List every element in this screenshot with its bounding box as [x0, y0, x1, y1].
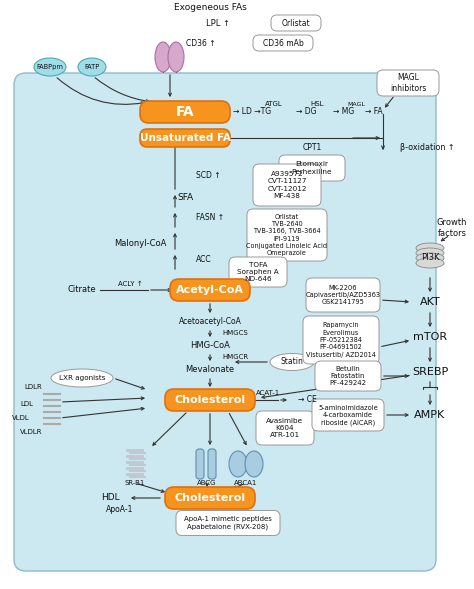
Text: Rapamycin
Everolimus
PF-05212384
PF-04691502
Vistusertib/ AZD2014: Rapamycin Everolimus PF-05212384 PF-0469…	[306, 323, 376, 358]
Text: LDLR: LDLR	[24, 384, 42, 390]
FancyBboxPatch shape	[170, 279, 250, 301]
FancyBboxPatch shape	[279, 155, 345, 181]
Text: ApoA-1 mimetic peptides
Apabetalone (RVX-208): ApoA-1 mimetic peptides Apabetalone (RVX…	[184, 516, 272, 530]
Text: LXR agonists: LXR agonists	[59, 375, 105, 381]
FancyBboxPatch shape	[165, 389, 255, 411]
Text: ApoA-1: ApoA-1	[106, 505, 134, 515]
Text: CD36 mAb: CD36 mAb	[263, 38, 303, 48]
Text: LPL ↑: LPL ↑	[206, 18, 230, 28]
Text: Cholesterol: Cholesterol	[174, 395, 246, 405]
FancyBboxPatch shape	[312, 399, 384, 431]
Text: Acetoacetyl-CoA: Acetoacetyl-CoA	[179, 317, 241, 326]
Text: HMG-CoA: HMG-CoA	[190, 342, 230, 350]
FancyBboxPatch shape	[208, 449, 216, 479]
Ellipse shape	[168, 42, 184, 72]
Text: → DG: → DG	[296, 108, 317, 117]
Text: Avasimibe
K604
ATR-101: Avasimibe K604 ATR-101	[266, 418, 303, 438]
Text: MAGL: MAGL	[347, 101, 365, 107]
Ellipse shape	[229, 451, 247, 477]
Text: ATGL: ATGL	[265, 101, 283, 107]
Text: Mevalonate: Mevalonate	[185, 366, 235, 375]
Text: FA: FA	[176, 105, 194, 119]
Text: VLDL: VLDL	[12, 415, 30, 421]
Text: → FA: → FA	[365, 108, 383, 117]
Text: AMPK: AMPK	[414, 410, 446, 420]
Text: Unsaturated FA: Unsaturated FA	[139, 133, 230, 143]
Text: SR-B1: SR-B1	[125, 480, 145, 486]
Text: MK-2206
Capivasertib/AZD5363
GSK2141795: MK-2206 Capivasertib/AZD5363 GSK2141795	[306, 284, 381, 305]
Text: Etomoxir
Perhexiline: Etomoxir Perhexiline	[292, 161, 332, 174]
Text: Statin: Statin	[281, 358, 303, 366]
Ellipse shape	[416, 248, 444, 258]
Text: VLDLR: VLDLR	[19, 429, 42, 435]
Text: Betulin
Fatostatin
PF-429242: Betulin Fatostatin PF-429242	[329, 366, 366, 386]
Text: CPT1: CPT1	[302, 143, 322, 151]
Text: PI3K: PI3K	[421, 253, 439, 263]
FancyBboxPatch shape	[176, 511, 280, 535]
Text: Exogeneous FAs: Exogeneous FAs	[173, 4, 246, 12]
Text: Citrate: Citrate	[68, 286, 96, 294]
Text: Malonyl-CoA: Malonyl-CoA	[115, 239, 167, 247]
Text: FATP: FATP	[84, 64, 100, 70]
FancyBboxPatch shape	[165, 487, 255, 509]
FancyBboxPatch shape	[140, 129, 230, 147]
Text: HDL: HDL	[100, 494, 119, 502]
Text: mTOR: mTOR	[413, 332, 447, 342]
Text: ACAT-1: ACAT-1	[256, 390, 280, 396]
Text: → CE: → CE	[298, 395, 317, 405]
Text: → LD →TG: → LD →TG	[233, 108, 271, 117]
Ellipse shape	[51, 369, 113, 387]
Text: ACC: ACC	[196, 256, 211, 264]
Text: FASN ↑: FASN ↑	[196, 213, 224, 223]
Ellipse shape	[416, 253, 444, 263]
Text: TOFA
Soraphen A
ND-646: TOFA Soraphen A ND-646	[237, 262, 279, 282]
Ellipse shape	[270, 353, 314, 370]
Text: CD36 ↑: CD36 ↑	[186, 38, 216, 48]
Text: β-oxidation ↑: β-oxidation ↑	[400, 143, 455, 151]
FancyBboxPatch shape	[253, 35, 313, 51]
Ellipse shape	[34, 58, 66, 76]
Text: Acetyl-CoA: Acetyl-CoA	[176, 285, 244, 295]
Text: HSL: HSL	[310, 101, 324, 107]
Text: Orlistat: Orlistat	[282, 18, 310, 28]
Text: Orlistat
TVB-2640
TVB-3166, TVB-3664
IPI-9119
Conjugated Linoleic Acid
Omeprazol: Orlistat TVB-2640 TVB-3166, TVB-3664 IPI…	[246, 214, 328, 256]
FancyBboxPatch shape	[229, 257, 287, 287]
FancyBboxPatch shape	[140, 101, 230, 123]
FancyBboxPatch shape	[271, 15, 321, 31]
Text: HMGCR: HMGCR	[222, 354, 248, 360]
FancyBboxPatch shape	[256, 411, 314, 445]
Text: SREBP: SREBP	[412, 367, 448, 377]
Text: Cholesterol: Cholesterol	[174, 493, 246, 503]
Text: ACLY ↑: ACLY ↑	[118, 281, 142, 287]
Text: ABCA1: ABCA1	[234, 480, 258, 486]
Text: 5-aminoimidazole
4-carboxamide
riboside (AICAR): 5-aminoimidazole 4-carboxamide riboside …	[318, 405, 378, 425]
Text: SCD ↑: SCD ↑	[196, 170, 220, 180]
Text: → MG: → MG	[333, 108, 354, 117]
Text: AKT: AKT	[419, 297, 440, 307]
FancyBboxPatch shape	[306, 278, 380, 312]
FancyBboxPatch shape	[253, 164, 321, 206]
Ellipse shape	[155, 42, 171, 72]
Ellipse shape	[416, 243, 444, 253]
FancyBboxPatch shape	[377, 70, 439, 96]
Text: Growth
factors: Growth factors	[437, 218, 467, 238]
FancyBboxPatch shape	[303, 316, 379, 364]
Ellipse shape	[245, 451, 263, 477]
Text: A939572
CVT-11127
CVT-12012
MF-438: A939572 CVT-11127 CVT-12012 MF-438	[267, 171, 307, 199]
Text: FABPpm: FABPpm	[36, 64, 64, 70]
Text: SFA: SFA	[177, 194, 193, 203]
FancyBboxPatch shape	[315, 361, 381, 391]
Text: LDL: LDL	[20, 401, 33, 407]
Text: HMGCS: HMGCS	[222, 330, 248, 336]
FancyBboxPatch shape	[196, 449, 204, 479]
Text: ABCG: ABCG	[197, 480, 217, 486]
Text: MAGL
inhibitors: MAGL inhibitors	[390, 73, 426, 93]
FancyBboxPatch shape	[247, 209, 327, 261]
Ellipse shape	[78, 58, 106, 76]
Ellipse shape	[416, 258, 444, 268]
FancyBboxPatch shape	[14, 73, 436, 571]
